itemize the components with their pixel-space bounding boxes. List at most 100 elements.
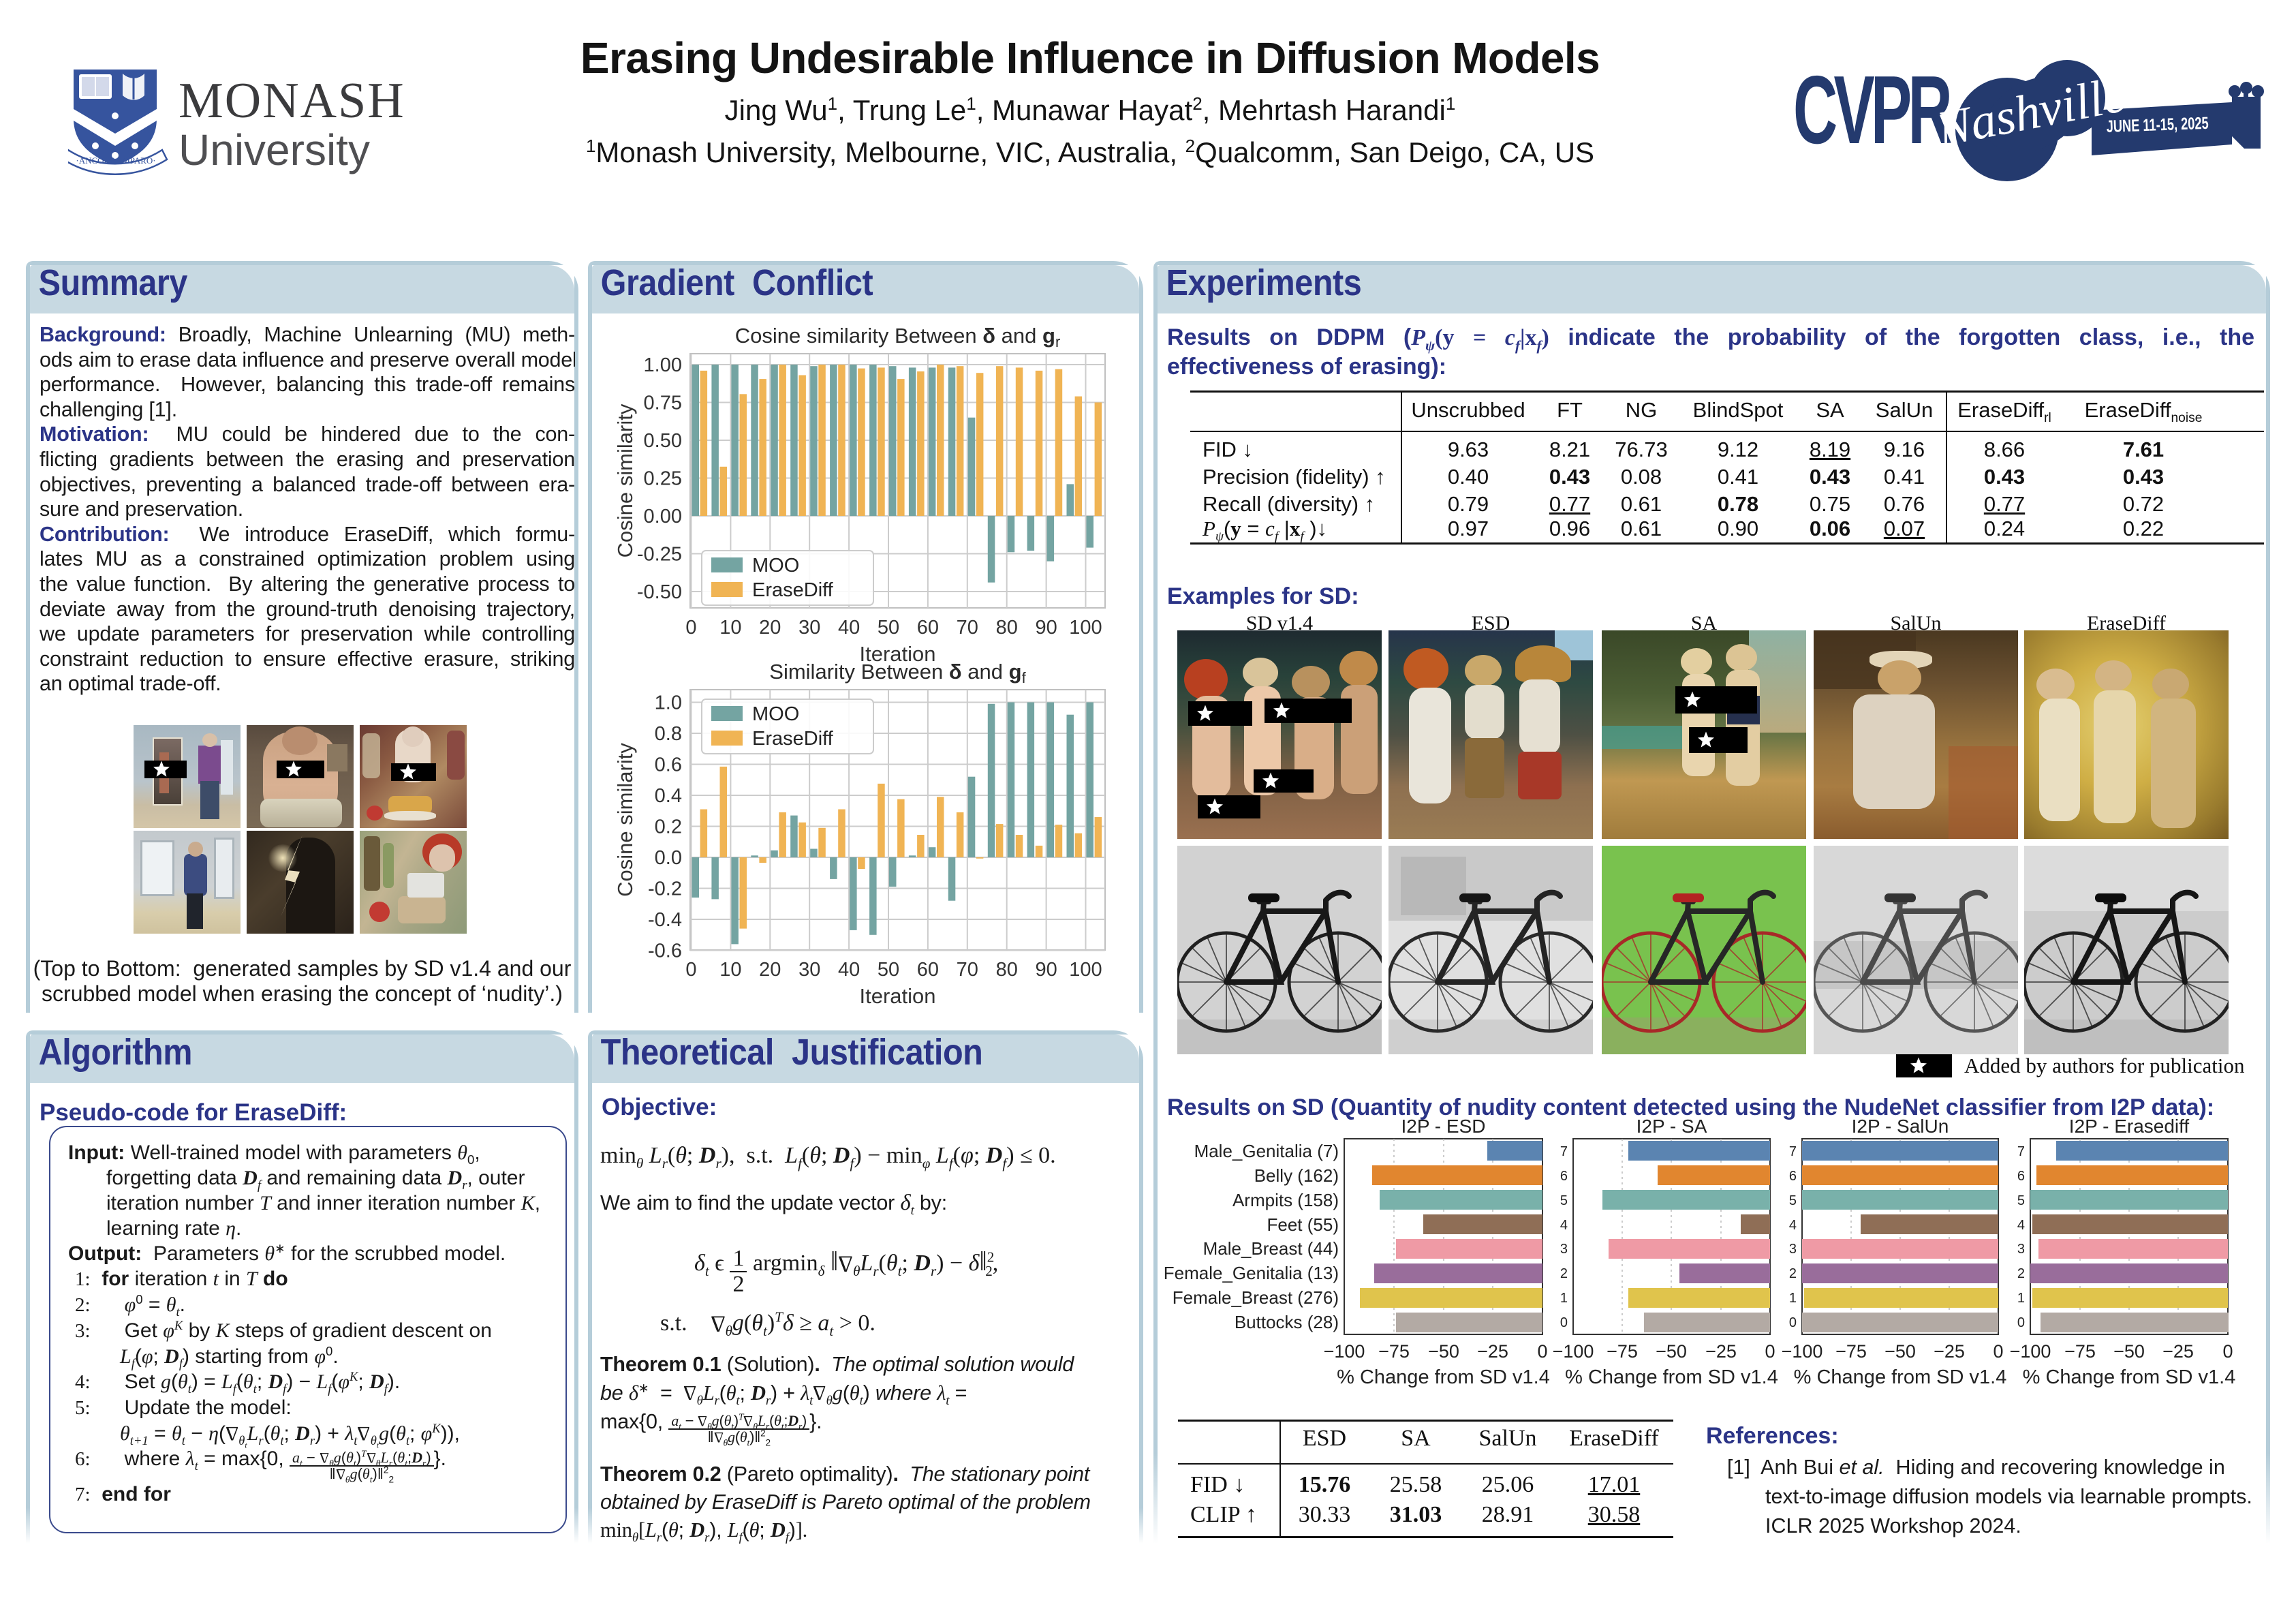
svg-text:Cosine similarity Between δ an: Cosine similarity Between δ and gr <box>735 324 1061 350</box>
svg-text:−100: −100 <box>1782 1341 1823 1362</box>
svg-text:−75: −75 <box>1607 1341 1638 1362</box>
svg-text:100: 100 <box>1069 617 1102 639</box>
svg-text:Male_Breast (44): Male_Breast (44) <box>1203 1238 1339 1259</box>
svg-text:3: 3 <box>1560 1242 1568 1257</box>
svg-text:6: 6 <box>1789 1169 1797 1184</box>
svg-text:Similarity Between δ and gf: Similarity Between δ and gf <box>769 660 1026 686</box>
svg-text:1.00: 1.00 <box>644 354 682 376</box>
svg-text:40: 40 <box>838 959 860 981</box>
svg-text:CVPR: CVPR <box>1793 56 1951 164</box>
svg-text:0: 0 <box>1537 1341 1547 1362</box>
svg-text:-0.2: -0.2 <box>648 878 682 900</box>
svg-text:−50: −50 <box>2113 1341 2145 1362</box>
svg-text:20: 20 <box>759 617 781 639</box>
svg-text:MONASH: MONASH <box>179 73 405 129</box>
svg-text:0: 0 <box>2017 1315 2025 1330</box>
svg-text:Male_Genitalia (7): Male_Genitalia (7) <box>1194 1141 1339 1161</box>
svg-text:% Change from SD v1.4: % Change from SD v1.4 <box>1794 1366 2007 1388</box>
svg-text:−25: −25 <box>2162 1341 2194 1362</box>
svg-text:70: 70 <box>957 617 978 639</box>
svg-text:Iteration: Iteration <box>859 984 935 1008</box>
svg-text:50: 50 <box>878 959 899 981</box>
svg-text:−75: −75 <box>1378 1341 1410 1362</box>
svg-text:10: 10 <box>719 959 741 981</box>
svg-text:3: 3 <box>2017 1242 2025 1257</box>
svg-text:I2P - Erasediff: I2P - Erasediff <box>2069 1116 2190 1137</box>
svg-text:-0.4: -0.4 <box>648 909 682 931</box>
svg-text:1: 1 <box>1789 1291 1797 1306</box>
svg-text:Belly (162): Belly (162) <box>1254 1165 1339 1186</box>
svg-text:6: 6 <box>2017 1169 2025 1184</box>
svg-text:% Change from SD v1.4: % Change from SD v1.4 <box>1565 1366 1778 1388</box>
svg-text:2: 2 <box>2017 1266 2025 1281</box>
svg-text:0.6: 0.6 <box>655 754 682 776</box>
svg-text:JUNE 11-15, 2025: JUNE 11-15, 2025 <box>2106 114 2209 136</box>
svg-text:7: 7 <box>1560 1144 1568 1159</box>
svg-text:20: 20 <box>759 959 781 981</box>
svg-text:I2P - SalUn: I2P - SalUn <box>1852 1116 1949 1137</box>
svg-text:0.75: 0.75 <box>644 393 682 414</box>
svg-text:% Change from SD v1.4: % Change from SD v1.4 <box>2023 1366 2236 1388</box>
svg-text:0: 0 <box>685 617 696 639</box>
svg-text:0: 0 <box>1789 1315 1797 1330</box>
svg-text:−25: −25 <box>1477 1341 1508 1362</box>
svg-text:Buttocks (28): Buttocks (28) <box>1235 1312 1339 1332</box>
svg-text:·ANCORA·IMPARO·: ·ANCORA·IMPARO· <box>76 155 155 166</box>
svg-text:0.50: 0.50 <box>644 430 682 452</box>
svg-text:0: 0 <box>1993 1341 2003 1362</box>
svg-text:7: 7 <box>1789 1144 1797 1159</box>
svg-text:3: 3 <box>1789 1242 1797 1257</box>
svg-text:30: 30 <box>798 959 820 981</box>
svg-text:Cosine similarity: Cosine similarity <box>613 743 637 897</box>
svg-text:4: 4 <box>1560 1218 1568 1233</box>
svg-text:Feet (55): Feet (55) <box>1267 1214 1339 1235</box>
svg-text:Iteration: Iteration <box>859 642 935 666</box>
svg-text:−50: −50 <box>1884 1341 1916 1362</box>
svg-text:−50: −50 <box>1428 1341 1459 1362</box>
svg-text:1.0: 1.0 <box>655 692 682 714</box>
svg-text:EraseDiff: EraseDiff <box>752 728 834 750</box>
svg-text:Cosine similarity: Cosine similarity <box>613 403 637 557</box>
svg-text:MOO: MOO <box>752 555 799 577</box>
svg-text:5: 5 <box>1560 1193 1568 1208</box>
svg-text:I2P - ESD: I2P - ESD <box>1401 1116 1486 1137</box>
svg-text:0: 0 <box>2222 1341 2233 1362</box>
svg-text:10: 10 <box>719 617 741 639</box>
svg-text:−75: −75 <box>1835 1341 1867 1362</box>
svg-text:2: 2 <box>1560 1266 1568 1281</box>
svg-text:0.00: 0.00 <box>644 506 682 527</box>
svg-text:Female_Breast (276): Female_Breast (276) <box>1173 1287 1339 1308</box>
svg-text:% Change from SD v1.4: % Change from SD v1.4 <box>1337 1366 1550 1388</box>
svg-text:30: 30 <box>798 617 820 639</box>
svg-text:0.25: 0.25 <box>644 468 682 490</box>
svg-text:50: 50 <box>878 617 899 639</box>
svg-text:60: 60 <box>917 959 939 981</box>
svg-text:60: 60 <box>917 617 939 639</box>
svg-text:−100: −100 <box>1553 1341 1594 1362</box>
svg-text:90: 90 <box>1035 959 1057 981</box>
svg-text:0.2: 0.2 <box>655 816 682 838</box>
svg-text:0: 0 <box>1560 1315 1568 1330</box>
svg-text:−25: −25 <box>1705 1341 1737 1362</box>
svg-text:−100: −100 <box>2010 1341 2051 1362</box>
svg-text:0: 0 <box>1765 1341 1775 1362</box>
svg-text:1: 1 <box>2017 1291 2025 1306</box>
svg-text:4: 4 <box>1789 1218 1797 1233</box>
svg-text:2: 2 <box>1789 1266 1797 1281</box>
svg-text:0.0: 0.0 <box>655 847 682 869</box>
svg-text:-0.6: -0.6 <box>648 940 682 962</box>
svg-text:90: 90 <box>1035 617 1057 639</box>
svg-text:1: 1 <box>1560 1291 1568 1306</box>
svg-text:7: 7 <box>2017 1144 2025 1159</box>
svg-text:0: 0 <box>685 959 696 981</box>
svg-text:−75: −75 <box>2064 1341 2096 1362</box>
svg-text:Armpits (158): Armpits (158) <box>1232 1190 1339 1210</box>
svg-text:6: 6 <box>1560 1169 1568 1184</box>
svg-text:40: 40 <box>838 617 860 639</box>
svg-text:I2P - SA: I2P - SA <box>1636 1116 1707 1137</box>
svg-text:−25: −25 <box>1934 1341 1965 1362</box>
svg-text:University: University <box>179 125 370 174</box>
svg-text:MOO: MOO <box>752 703 799 725</box>
svg-text:0.8: 0.8 <box>655 723 682 745</box>
svg-text:80: 80 <box>996 617 1018 639</box>
